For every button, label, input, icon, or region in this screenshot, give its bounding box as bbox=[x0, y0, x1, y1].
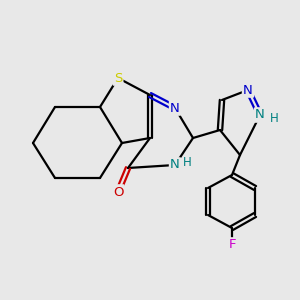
Text: N: N bbox=[255, 109, 265, 122]
Text: N: N bbox=[243, 83, 253, 97]
Text: O: O bbox=[113, 185, 123, 199]
Text: H: H bbox=[270, 112, 278, 125]
Text: N: N bbox=[170, 101, 180, 115]
Text: S: S bbox=[114, 71, 122, 85]
Text: F: F bbox=[228, 238, 236, 251]
Text: H: H bbox=[183, 157, 191, 169]
Text: N: N bbox=[170, 158, 180, 172]
